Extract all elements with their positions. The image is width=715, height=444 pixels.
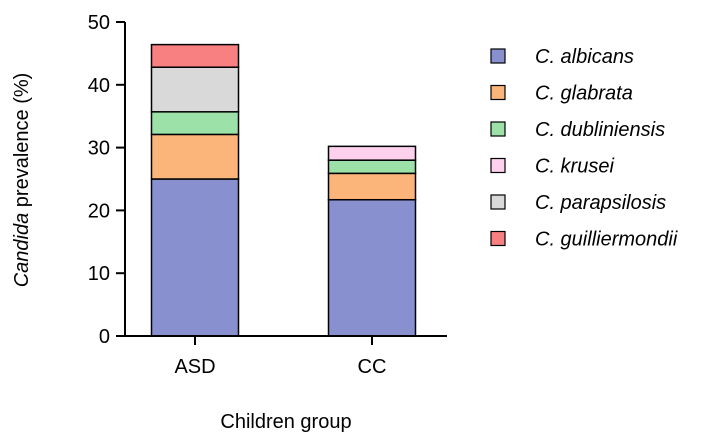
bar-segment-cc-3 [327, 159, 417, 175]
legend-swatch [490, 48, 506, 64]
bar-segment-cc-2 [327, 172, 417, 201]
legend-swatch [490, 194, 506, 210]
legend-swatch [490, 121, 506, 137]
legend-label: C. dubliniensis [535, 119, 665, 141]
bar-segment-asd-3 [150, 111, 240, 136]
y-tick-label: 40 [88, 75, 110, 97]
x-axis-title: Children group [220, 411, 351, 433]
bar-segment-asd-6 [150, 43, 240, 68]
legend: C. albicans C. glabrata C. dubliniensis C. … [490, 46, 678, 251]
y-axis-title-rest: prevalence (%) [11, 73, 33, 213]
bars-group [150, 43, 417, 337]
legend-swatch [490, 84, 506, 101]
legend-label: C. albicans [535, 46, 634, 68]
y-tick-label: 10 [88, 263, 110, 285]
x-tick-label: ASD [174, 356, 215, 378]
bar-segment-cc-1 [327, 198, 417, 337]
legend-label: C. glabrata [535, 83, 633, 105]
bar-segment-asd-2 [150, 133, 240, 180]
legend-swatch [490, 230, 506, 247]
bar-segment-asd-5 [150, 66, 240, 113]
legend-label: C. krusei [535, 156, 614, 178]
y-tick-label: 50 [88, 12, 110, 34]
legend-label: C. parapsilosis [535, 192, 666, 214]
y-axis-title: Candida prevalence (%) [11, 73, 33, 288]
x-tick-label: CC [358, 356, 387, 378]
legend-swatch [490, 157, 506, 174]
y-tick-label: 30 [88, 138, 110, 160]
y-axis-title-italic: Candida [11, 213, 33, 288]
bar-segment-cc-4 [327, 145, 417, 161]
y-tick-label: 0 [99, 326, 110, 348]
bar-segment-asd-1 [150, 178, 240, 337]
axes-group: 0 10 20 30 40 50 ASD CC [88, 12, 447, 378]
y-tick-label: 20 [88, 200, 110, 222]
legend-label: C. guilliermondii [535, 229, 678, 251]
